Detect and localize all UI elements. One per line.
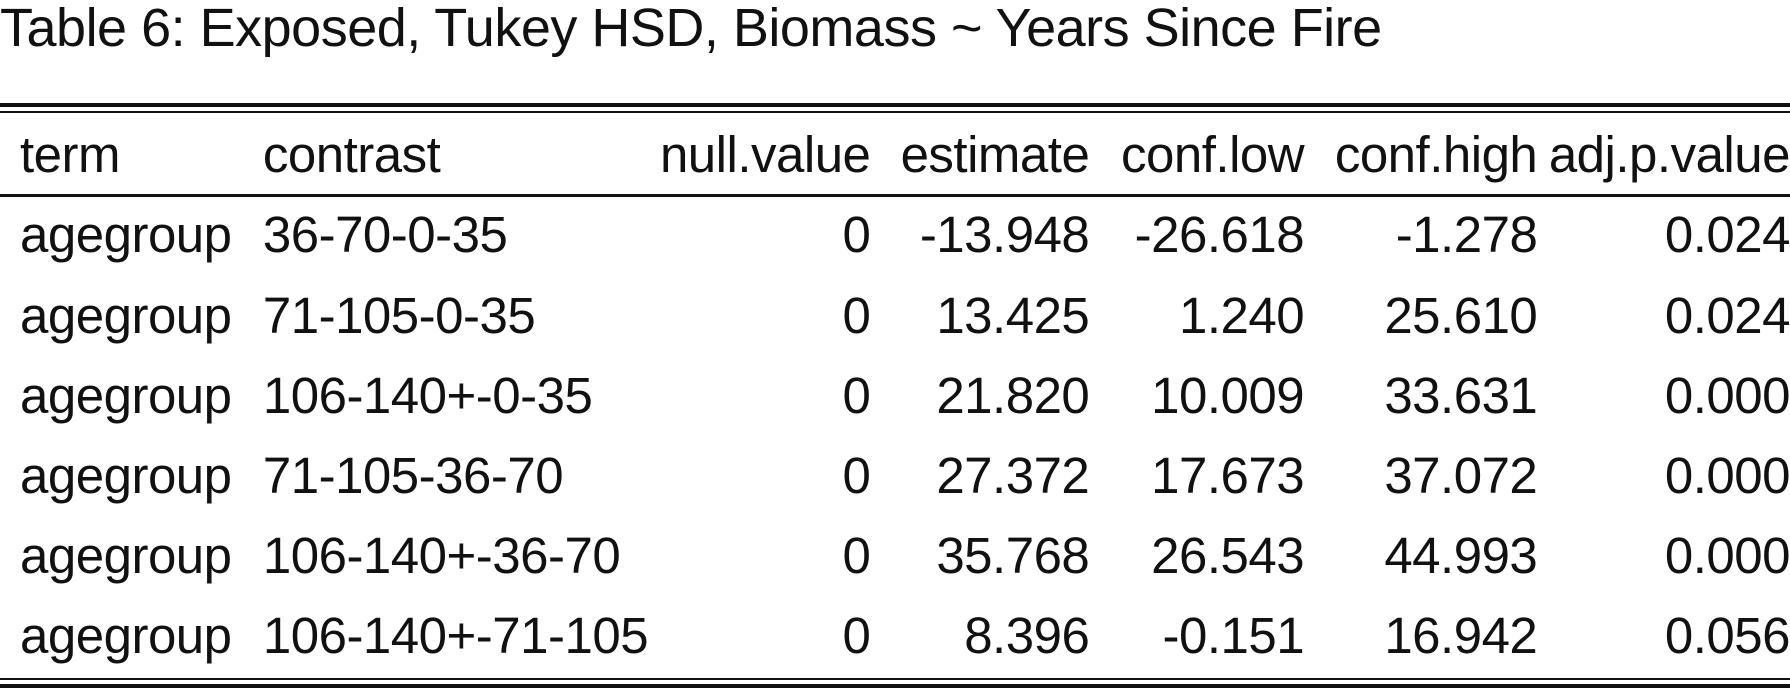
cell-null-value: 0 (842, 206, 871, 263)
cell-term: agegroup (20, 446, 232, 504)
cell-term: agegroup (20, 606, 232, 664)
table-row: agegroup 36-70-0-35 0 -13.948 -26.618 -1… (0, 194, 1790, 275)
cell-adj-p-value: 0.000 (1664, 366, 1790, 424)
top-rule-inner (0, 111, 1790, 113)
column-header-contrast: contrast (262, 126, 441, 183)
cell-conf-high: 16.942 (1384, 606, 1538, 664)
column-header-term: term (20, 126, 120, 183)
cell-conf-low: -0.151 (1162, 606, 1305, 664)
cell-null-value: 0 (842, 446, 871, 504)
cell-adj-p-value: 0.024 (1664, 206, 1790, 263)
cell-null-value: 0 (842, 526, 871, 584)
cell-conf-low: 26.543 (1151, 526, 1305, 584)
cell-adj-p-value: 0.056 (1664, 606, 1790, 664)
header-rule (0, 194, 1790, 197)
cell-term: agegroup (20, 526, 232, 584)
cell-contrast: 71-105-0-35 (262, 286, 536, 344)
cell-estimate: 8.396 (964, 606, 1090, 664)
table-row: agegroup 106-140+-71-105 0 8.396 -0.151 … (0, 595, 1790, 675)
cell-conf-high: -1.278 (1395, 206, 1538, 263)
cell-conf-low: 17.673 (1151, 446, 1305, 504)
column-header-conf-low: conf.low (1121, 126, 1305, 183)
cell-estimate: 35.768 (936, 526, 1090, 584)
cell-conf-high: 25.610 (1384, 286, 1538, 344)
column-header-estimate: estimate (900, 126, 1090, 183)
cell-contrast: 106-140+-36-70 (262, 526, 621, 584)
column-header-conf-high: conf.high (1334, 126, 1538, 183)
header-row: term contrast null.value estimate conf.l… (0, 115, 1790, 194)
bottom-rule-inner (0, 678, 1790, 680)
table-caption: Table 6: Exposed, Tukey HSD, Biomass ~ Y… (0, 0, 1382, 58)
column-header-adj-p-value: adj.p.value (1548, 126, 1790, 183)
cell-adj-p-value: 0.024 (1664, 286, 1790, 344)
cell-contrast: 36-70-0-35 (262, 206, 508, 263)
cell-estimate: 13.425 (936, 286, 1090, 344)
cell-estimate: 27.372 (936, 446, 1090, 504)
cell-null-value: 0 (842, 606, 871, 664)
cell-conf-high: 37.072 (1384, 446, 1538, 504)
cell-conf-low: -26.618 (1134, 206, 1305, 263)
cell-term: agegroup (20, 206, 232, 263)
cell-term: agegroup (20, 366, 232, 424)
cell-conf-low: 1.240 (1178, 286, 1305, 344)
table-row: agegroup 71-105-36-70 0 27.372 17.673 37… (0, 435, 1790, 515)
table-row: agegroup 106-140+-0-35 0 21.820 10.009 3… (0, 355, 1790, 435)
cell-contrast: 71-105-36-70 (262, 446, 564, 504)
table-row: agegroup 106-140+-36-70 0 35.768 26.543 … (0, 515, 1790, 595)
cell-adj-p-value: 0.000 (1664, 526, 1790, 584)
cell-estimate: -13.948 (919, 206, 1090, 263)
cell-conf-high: 44.993 (1384, 526, 1538, 584)
cell-conf-high: 33.631 (1384, 366, 1538, 424)
cell-estimate: 21.820 (936, 366, 1090, 424)
cell-adj-p-value: 0.000 (1664, 446, 1790, 504)
table-row: agegroup 71-105-0-35 0 13.425 1.240 25.6… (0, 275, 1790, 355)
cell-conf-low: 10.009 (1151, 366, 1305, 424)
column-header-null-value: null.value (659, 126, 871, 183)
bottom-rule-outer (0, 684, 1790, 688)
results-table: term contrast null.value estimate conf.l… (0, 115, 1790, 675)
cell-contrast: 106-140+-71-105 (262, 606, 649, 664)
cell-null-value: 0 (842, 366, 871, 424)
cell-contrast: 106-140+-0-35 (262, 366, 593, 424)
cell-term: agegroup (20, 286, 232, 344)
top-rule-outer (0, 103, 1790, 107)
cell-null-value: 0 (842, 286, 871, 344)
